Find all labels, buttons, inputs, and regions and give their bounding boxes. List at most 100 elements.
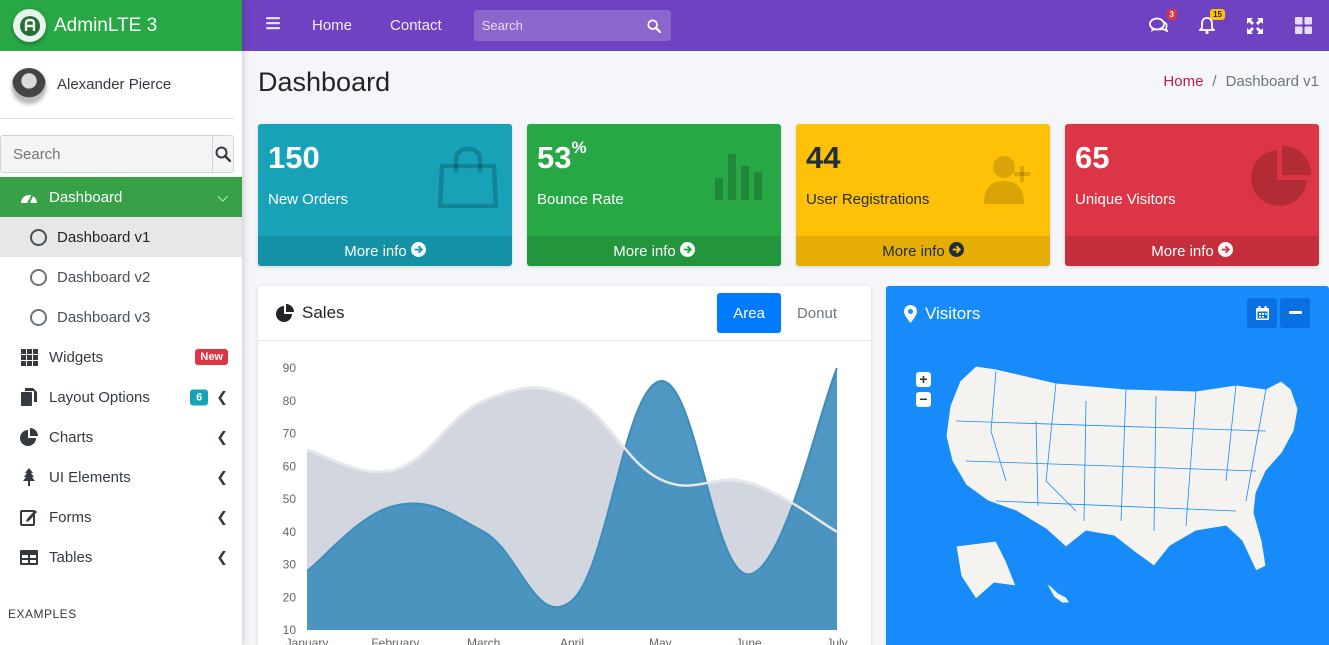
sidebar-item-label: Charts: [49, 428, 94, 446]
sidebar-search: [0, 135, 234, 173]
sales-card-header: Sales Area Donut: [258, 286, 871, 341]
expand-arrows-icon: [1247, 17, 1263, 34]
stat-box-user-registrations: 44 User Registrations More info: [796, 124, 1050, 266]
messages-count-badge: 3: [1166, 8, 1177, 20]
more-info-label: More info: [613, 242, 676, 260]
brand-link[interactable]: AdminLTE 3: [0, 0, 242, 51]
more-info-label: More info: [1151, 242, 1214, 260]
map-marker-icon: [904, 304, 917, 323]
nav-link-home[interactable]: Home: [312, 17, 353, 34]
navbar-search-button[interactable]: [647, 18, 661, 33]
sidebar-item-charts[interactable]: Charts ❮: [0, 417, 242, 457]
control-sidebar-button[interactable]: [1293, 16, 1313, 36]
collapse-button[interactable]: [1280, 298, 1310, 328]
sidebar-item-forms[interactable]: Forms ❮: [0, 497, 242, 537]
arrow-circle-right-icon: [410, 241, 426, 261]
sidebar-item-dashboard-v1[interactable]: Dashboard v1: [0, 217, 242, 257]
pie-chart-icon: [276, 304, 294, 322]
calendar-icon: [1255, 306, 1269, 320]
y-tick-label: 10: [283, 623, 297, 637]
sidebar-item-tables[interactable]: Tables ❮: [0, 537, 242, 577]
table-icon: [20, 548, 38, 566]
sidebar-item-label: Tables: [49, 548, 93, 566]
more-info-link[interactable]: More info: [1065, 236, 1319, 266]
grid-icon: [20, 348, 38, 366]
chart-tabs: Area Donut: [717, 293, 853, 333]
series-1-area: [307, 368, 837, 630]
more-info-link[interactable]: More info: [527, 236, 781, 266]
sidebar-item-layout-options[interactable]: Layout Options 6 ❮: [0, 377, 242, 417]
stat-suffix: %: [571, 138, 587, 157]
pie-chart-icon: [20, 428, 38, 446]
sidebar-item-label: Layout Options: [49, 388, 150, 406]
fullscreen-button[interactable]: [1245, 16, 1265, 36]
chevron-left-icon: ❮: [216, 428, 228, 445]
series-0-line-overlay: [306, 386, 838, 533]
minus-icon: [1288, 311, 1302, 314]
menu-toggle-button[interactable]: [266, 16, 280, 35]
visitors-card: Visitors + −: [886, 286, 1329, 645]
usa-map[interactable]: [936, 361, 1306, 611]
sidebar-item-label: Dashboard v1: [57, 228, 151, 246]
more-info-label: More info: [882, 242, 945, 260]
map-zoom-in-button[interactable]: +: [916, 372, 931, 387]
sidebar-item-widgets[interactable]: Widgets New: [0, 337, 242, 377]
messages-button[interactable]: 3: [1149, 8, 1177, 36]
x-tick-label: June: [736, 636, 762, 645]
notifications-button[interactable]: 15: [1197, 8, 1225, 36]
chevron-left-icon: ❮: [216, 548, 228, 565]
map-zoom-out-button[interactable]: −: [916, 392, 931, 407]
nav-link-contact[interactable]: Contact: [390, 17, 442, 34]
sidebar-item-dashboard-v2[interactable]: Dashboard v2: [0, 257, 242, 297]
sidebar-section-header: EXAMPLES: [8, 607, 77, 621]
breadcrumb-separator: /: [1212, 73, 1217, 90]
y-tick-label: 60: [283, 459, 297, 473]
sales-card-title: Sales: [302, 303, 345, 322]
pie-chart-icon: [1251, 146, 1311, 206]
tab-area[interactable]: Area: [717, 293, 781, 333]
sidebar-item-label: Dashboard v2: [57, 268, 151, 286]
stat-box-unique-visitors: 65 Unique Visitors More info: [1065, 124, 1319, 266]
sales-card: Sales Area Donut 90 80 70 60 50 40 30 20 10 Janua…: [258, 286, 871, 645]
brand-text: AdminLTE 3: [54, 14, 158, 36]
page-title: Dashboard: [258, 67, 391, 97]
chevron-down-icon: ⌵: [217, 188, 228, 205]
user-name[interactable]: Alexander Pierce: [57, 76, 172, 93]
x-tick-label: July: [826, 636, 847, 645]
sidebar-item-label: Forms: [49, 508, 92, 526]
sidebar-item-ui-elements[interactable]: UI Elements ❮: [0, 457, 242, 497]
sidebar-item-label: UI Elements: [49, 468, 131, 486]
navbar-search-input[interactable]: [481, 18, 632, 33]
more-info-link[interactable]: More info: [258, 236, 512, 266]
tachometer-icon: [20, 188, 38, 206]
navbar-right-icons: 3 15: [1149, 0, 1313, 51]
breadcrumb-home-link[interactable]: Home: [1163, 73, 1204, 90]
sidebar-item-dashboard[interactable]: Dashboard ⌵: [0, 177, 242, 217]
brand-logo-icon: [13, 9, 46, 42]
notifications-count-badge: 15: [1210, 8, 1225, 20]
bell-icon: [1199, 17, 1215, 34]
top-navbar: Home Contact 3 15: [242, 0, 1329, 51]
main-sidebar: AdminLTE 3 Alexander Pierce Dashboard ⌵ …: [0, 0, 242, 645]
sidebar-item-label: Dashboard: [49, 188, 123, 206]
sidebar-search-input[interactable]: [1, 136, 212, 172]
search-icon: [647, 18, 661, 33]
user-panel[interactable]: Alexander Pierce: [0, 51, 234, 119]
sidebar-search-button[interactable]: [212, 136, 233, 172]
new-badge: New: [195, 349, 228, 365]
stat-box-bounce-rate: 53% Bounce Rate More info: [527, 124, 781, 266]
sidebar-item-dashboard-v3[interactable]: Dashboard v3: [0, 297, 242, 337]
x-tick-label: April: [560, 636, 584, 645]
circle-icon: [30, 268, 47, 286]
visitors-card-header: Visitors: [886, 286, 1329, 341]
visitors-card-title: Visitors: [925, 303, 981, 323]
stat-value: 150: [268, 140, 320, 175]
navbar-search: [473, 10, 671, 41]
daterange-button[interactable]: [1247, 298, 1277, 328]
tab-donut[interactable]: Donut: [796, 304, 837, 322]
breadcrumb-current: Dashboard v1: [1225, 73, 1319, 90]
edit-icon: [20, 508, 38, 526]
stat-label: Unique Visitors: [1075, 191, 1176, 208]
more-info-link[interactable]: More info: [796, 236, 1050, 266]
avatar[interactable]: [12, 67, 46, 102]
